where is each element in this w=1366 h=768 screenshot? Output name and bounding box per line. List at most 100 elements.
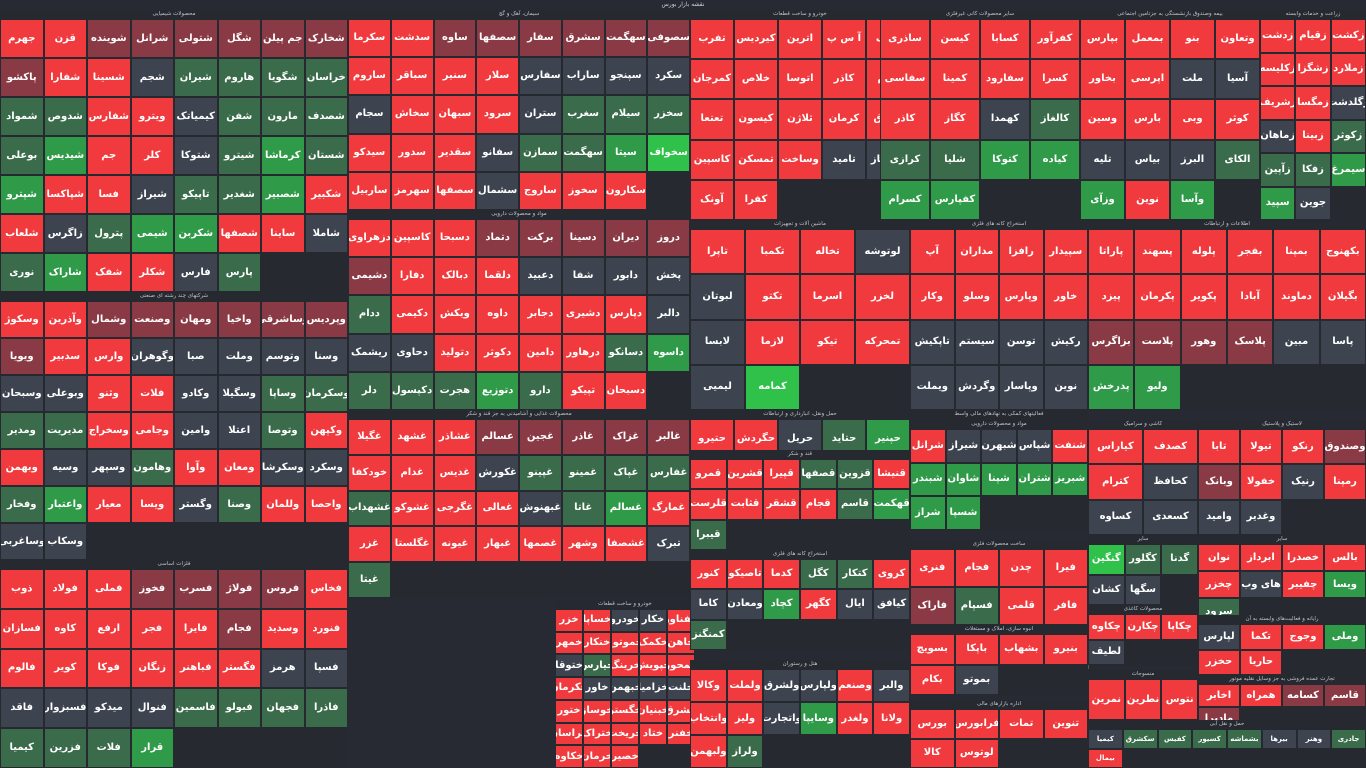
stock-tile-دالبر[interactable]: دالبر (647, 295, 690, 334)
stock-tile-خمحور[interactable]: خمحور (667, 654, 695, 678)
stock-tile-فبولو[interactable]: فبولو (217, 688, 261, 729)
stock-tile-خصدرا[interactable]: خصدرا (1282, 544, 1324, 571)
stock-tile-رافزا[interactable]: رافزا (999, 229, 1044, 275)
stock-tile-فولاد[interactable]: فولاد (43, 569, 87, 609)
stock-tile-بمعمل[interactable]: بمعمل (1125, 19, 1170, 60)
stock-tile-فنری[interactable]: فنری (910, 549, 955, 587)
stock-tile-وملت[interactable]: وملت (217, 338, 261, 375)
stock-tile-کگلور[interactable]: کگلور (1124, 544, 1162, 575)
stock-tile-سپیدار[interactable]: سپیدار (1043, 229, 1088, 275)
stock-tile-بزاگرس[interactable]: بزاگرس (1088, 319, 1135, 365)
stock-tile-کمامه[interactable]: کمامه (745, 364, 800, 410)
stock-tile-سشرق[interactable]: سشرق (561, 19, 605, 58)
stock-tile-غکورش[interactable]: غکورش (476, 454, 519, 491)
stock-tile-تمات[interactable]: تمات (999, 709, 1044, 739)
stock-tile-غالبر[interactable]: غالبر (647, 419, 690, 455)
stock-tile-زفکا[interactable]: زفکا (1295, 153, 1331, 187)
stock-tile-کسامه[interactable]: کسامه (1282, 684, 1324, 707)
stock-tile-غیتا[interactable]: غیتا (348, 562, 391, 598)
stock-tile-سهگمت[interactable]: سهگمت (561, 133, 605, 172)
stock-tile-پارس[interactable]: پارس (217, 253, 261, 292)
stock-tile-پترول[interactable]: پترول (87, 214, 131, 253)
stock-tile-قشرین[interactable]: قشرین (726, 459, 764, 490)
stock-tile-کوثر[interactable]: کوثر (1215, 99, 1260, 140)
stock-tile-بیاس[interactable]: بیاس (1125, 139, 1170, 180)
stock-tile-شاوان[interactable]: شاوان (945, 462, 982, 497)
stock-tile-کیمیاتک[interactable]: کیمیاتک (174, 97, 218, 136)
stock-tile-خکرمان[interactable]: خکرمان (555, 677, 583, 700)
stock-tile-تلیه[interactable]: تلیه (1080, 139, 1125, 180)
stock-tile-اسرما[interactable]: اسرما (800, 274, 855, 320)
stock-tile-سمازن[interactable]: سمازن (519, 133, 562, 172)
stock-tile-خگستر[interactable]: خگستر (611, 699, 639, 723)
stock-tile-دکیمی[interactable]: دکیمی (390, 295, 434, 334)
stock-tile-معیار[interactable]: معیار (87, 486, 131, 523)
stock-tile-وگستر[interactable]: وگستر (174, 486, 218, 523)
stock-tile-تخاله[interactable]: تخاله (800, 229, 855, 275)
stock-tile-تابا[interactable]: تابا (1198, 429, 1240, 465)
stock-tile-بوعلی[interactable]: بوعلی (0, 136, 44, 175)
stock-tile-نمرین[interactable]: نمرین (1088, 679, 1125, 720)
stock-tile-کگهر[interactable]: کگهر (799, 589, 837, 620)
stock-tile-وسکرشا[interactable]: وسکرشا (261, 449, 305, 486)
stock-tile-پکویر[interactable]: پکویر (1180, 274, 1227, 320)
stock-tile-زمگسا[interactable]: زمگسا (1295, 86, 1331, 120)
stock-tile-پاراتا[interactable]: پاراتا (1088, 229, 1135, 275)
stock-tile-غسالم[interactable]: غسالم (604, 490, 648, 527)
stock-tile-تبرک[interactable]: تبرک (647, 526, 690, 563)
stock-tile-غصمها[interactable]: غصمها (519, 526, 562, 563)
stock-tile-زآپین[interactable]: زآپین (1260, 153, 1296, 187)
stock-tile-چکارن[interactable]: چکارن (1124, 614, 1162, 640)
stock-tile-غشصفا[interactable]: غشصفا (604, 526, 648, 563)
stock-tile-چفیبر[interactable]: چفیبر (1282, 571, 1324, 598)
stock-tile-دابور[interactable]: دابور (604, 257, 648, 296)
stock-tile-بشماشه[interactable]: بشماشه (1227, 729, 1262, 749)
stock-tile-سگها[interactable]: سگها (1124, 574, 1162, 605)
stock-tile-غدیس[interactable]: غدیس (433, 454, 477, 491)
stock-tile-کمرجان[interactable]: کمرجان (690, 59, 734, 100)
stock-tile-خرمان[interactable]: خرمان (583, 745, 611, 768)
stock-tile-هاروم[interactable]: هاروم (217, 58, 261, 97)
stock-tile-قپیرا[interactable]: قپیرا (763, 459, 800, 490)
stock-tile-فخاس[interactable]: فخاس (304, 569, 348, 609)
stock-tile-دتولید[interactable]: دتولید (433, 333, 477, 372)
stock-tile-فجر[interactable]: فجر (130, 608, 174, 649)
stock-tile-وتوصا[interactable]: وتوصا (261, 412, 305, 449)
stock-tile-تکتو[interactable]: تکتو (745, 274, 800, 320)
stock-tile-همراه[interactable]: همراه (1240, 684, 1282, 707)
stock-tile-شجم[interactable]: شجم (130, 58, 174, 97)
stock-tile-پدرخش[interactable]: پدرخش (1088, 364, 1135, 410)
stock-tile-سنیر[interactable]: سنیر (433, 57, 477, 96)
stock-tile-کسابا[interactable]: کسابا (980, 19, 1030, 60)
stock-tile-وغدیر[interactable]: وغدیر (1240, 499, 1282, 535)
stock-tile-شصدف[interactable]: شصدف (304, 97, 348, 136)
stock-tile-رکیش[interactable]: رکیش (1043, 319, 1088, 365)
stock-tile-شسپا[interactable]: شسپا (945, 496, 982, 530)
stock-tile-دکوثر[interactable]: دکوثر (476, 333, 519, 372)
stock-tile-بارس[interactable]: بارس (1125, 99, 1170, 140)
stock-tile-کگل[interactable]: کگل (799, 559, 837, 590)
stock-tile-وجوج[interactable]: وجوج (1282, 624, 1324, 650)
stock-tile-تیولا[interactable]: تیولا (1240, 429, 1282, 465)
stock-tile-غمارگ[interactable]: غمارگ (647, 490, 690, 527)
stock-tile-وآذرین[interactable]: وآذرین (43, 301, 87, 338)
stock-tile-غبهار[interactable]: غبهار (476, 526, 519, 563)
stock-tile-کرماشا[interactable]: کرماشا (261, 136, 305, 175)
stock-tile-دلقما[interactable]: دلقما (476, 257, 519, 296)
stock-tile-قاسم[interactable]: قاسم (836, 489, 874, 520)
stock-tile-تنوین[interactable]: تنوین (1043, 709, 1088, 739)
stock-tile-شگل[interactable]: شگل (217, 19, 261, 58)
stock-tile-البرز[interactable]: البرز (1170, 139, 1215, 180)
stock-tile-فولاژ[interactable]: فولاژ (217, 569, 261, 609)
stock-tile-زکشت[interactable]: زکشت (1330, 19, 1366, 53)
stock-tile-شکبیر[interactable]: شکبیر (304, 175, 348, 214)
stock-tile-غشاذر[interactable]: غشاذر (433, 419, 477, 455)
stock-tile-دجابر[interactable]: دجابر (519, 295, 562, 334)
stock-tile-تمسکن[interactable]: تمسکن (734, 139, 778, 180)
stock-tile-داسوه[interactable]: داسوه (647, 333, 690, 372)
stock-tile-ستران[interactable]: ستران (519, 95, 562, 134)
stock-tile-کفیس[interactable]: کفیس (1157, 729, 1193, 749)
stock-tile-وآوا[interactable]: وآوا (174, 449, 218, 486)
stock-tile-شغدیر[interactable]: شغدیر (217, 175, 261, 214)
stock-tile-شدوص[interactable]: شدوص (43, 97, 87, 136)
